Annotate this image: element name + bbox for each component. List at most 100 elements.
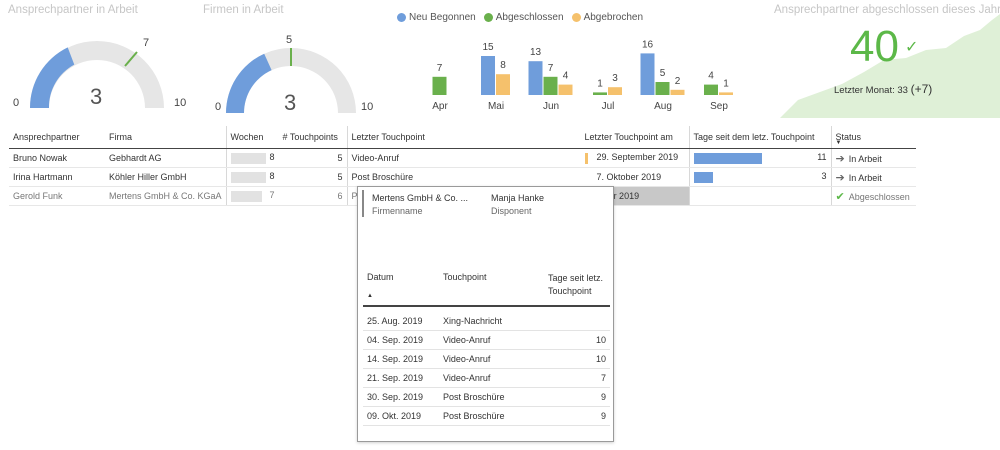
bar-data-label: 7 xyxy=(437,63,443,74)
x-tick-label: Apr xyxy=(432,101,448,112)
popup-cell-datum: 25. Aug. 2019 xyxy=(363,312,439,331)
gauge-min-label: 0 xyxy=(215,101,222,113)
col-header-ansprechpartner[interactable]: Ansprechpartner xyxy=(9,126,105,149)
popup-firma-value: Mertens GmbH & Co. ... xyxy=(372,193,469,203)
check-icon: ✓ xyxy=(905,39,919,56)
kpi-title-firmen: Firmen in Arbeit xyxy=(203,4,284,16)
popup-cell-touchpoint: Video-Anruf xyxy=(439,330,557,350)
x-tick-label: Jun xyxy=(543,101,559,112)
popup-cell-datum: 14. Sep. 2019 xyxy=(363,349,439,369)
touchpoint-detail-popup: Mertens GmbH & Co. ... Firmenname Manja … xyxy=(357,186,614,442)
bar-mai-series-0[interactable] xyxy=(481,56,495,95)
bar-jul-series-1[interactable] xyxy=(593,92,607,95)
col-header-tage-seit[interactable]: Tage seit dem letz. Touchpoint xyxy=(688,126,832,149)
popup-row[interactable]: 21. Sep. 2019 Video-Anruf 7 xyxy=(363,368,610,388)
popup-cell-touchpoint: Video-Anruf xyxy=(439,349,557,369)
x-tick-label: Jul xyxy=(602,101,615,112)
bar-data-label: 1 xyxy=(723,78,729,89)
bar-data-label: 2 xyxy=(675,76,681,87)
popup-cell-tage xyxy=(557,312,610,331)
popup-cell-datum: 30. Sep. 2019 xyxy=(363,387,439,407)
bar-data-label: 5 xyxy=(660,68,666,79)
last-month-delta: (+7) xyxy=(910,82,933,96)
tage-bar xyxy=(693,171,713,183)
gauge-fill xyxy=(29,47,75,108)
bar-data-label: 3 xyxy=(612,73,618,84)
bar-data-label: 4 xyxy=(563,71,569,82)
cell-touchpoints: 5 xyxy=(278,148,348,168)
popup-row[interactable]: 14. Sep. 2019 Video-Anruf 10 xyxy=(363,349,610,369)
bar-aug-series-2[interactable] xyxy=(670,89,685,95)
bar-aug-series-1[interactable] xyxy=(655,82,670,95)
x-tick-label: Sep xyxy=(710,101,728,112)
col-header-letzter-touchpoint[interactable]: Letzter Touchpoint xyxy=(346,126,581,149)
col-header-firma[interactable]: Firma xyxy=(105,126,227,149)
popup-row[interactable]: 30. Sep. 2019 Post Broschüre 9 xyxy=(363,387,610,407)
bar-jun-series-1[interactable] xyxy=(543,76,558,95)
wochen-bar xyxy=(230,190,262,202)
bar-data-label: 1 xyxy=(597,78,603,89)
gauge-target-marker xyxy=(124,51,138,67)
popup-header-rule xyxy=(363,305,610,307)
col-header-touchpoints[interactable]: # Touchpoints xyxy=(278,126,348,149)
popup-row[interactable]: 04. Sep. 2019 Video-Anruf 10 xyxy=(363,330,610,350)
sort-desc-icon: ▼ xyxy=(835,140,842,146)
cell-firma: Köhler Hiller GmbH xyxy=(105,167,227,187)
cell-touchpoints: 6 xyxy=(278,186,348,206)
legend-item-neu[interactable]: Neu Begonnen xyxy=(397,12,476,23)
popup-cell-datum: 04. Sep. 2019 xyxy=(363,330,439,350)
popup-col-header-touchpoint[interactable]: Touchpoint xyxy=(443,272,487,282)
table-row[interactable]: Bruno Nowak Gebhardt AG 8 5 Video-Anruf 29. S… xyxy=(9,148,916,168)
bar-data-label: 15 xyxy=(482,42,494,53)
cell-touchpoints: 5 xyxy=(278,167,348,187)
popup-cell-touchpoint: Post Broschüre xyxy=(439,406,557,426)
popup-cell-datum: 09. Okt. 2019 xyxy=(363,406,439,426)
popup-row[interactable]: 09. Okt. 2019 Post Broschüre 9 xyxy=(363,406,610,426)
popup-cell-tage: 9 xyxy=(557,387,610,407)
cell-letzter-touchpoint: Video-Anruf xyxy=(346,148,581,168)
cell-tage-seit: 11 xyxy=(688,148,832,168)
gauge-target-label: 7 xyxy=(143,37,150,49)
gauge-ansprechpartner[interactable] xyxy=(0,0,200,120)
cell-wochen: 8 xyxy=(225,148,279,168)
cell-status: ➔ In Arbeit xyxy=(830,148,916,168)
wochen-bar xyxy=(230,152,266,164)
popup-person-label: Disponent xyxy=(491,206,532,216)
bar-aug-series-0[interactable] xyxy=(640,53,655,95)
legend-dot-icon xyxy=(397,12,406,22)
legend-item-abgebrochen[interactable]: Abgebrochen xyxy=(571,12,644,23)
popup-cell-touchpoint: Video-Anruf xyxy=(439,368,557,388)
col-header-wochen[interactable]: Wochen xyxy=(225,126,279,149)
tage-bar xyxy=(693,152,762,164)
kpi-title-abgeschlossen: Ansprechpartner abgeschlossen dieses Jah… xyxy=(774,4,1000,16)
bar-jun-series-2[interactable] xyxy=(558,84,573,95)
x-tick-label: Aug xyxy=(654,101,672,112)
popup-cell-tage: 9 xyxy=(557,406,610,426)
col-header-letzter-touchpoint-am[interactable]: Letzter Touchpoint am xyxy=(580,126,690,149)
cell-firma: Gebhardt AG xyxy=(105,148,227,168)
bar-sep-series-1[interactable] xyxy=(704,84,718,95)
gauge-min-label: 0 xyxy=(13,97,20,109)
bar-mai-series-2[interactable] xyxy=(496,74,510,95)
bar-apr-series-1[interactable] xyxy=(432,76,447,95)
legend-item-abgeschlossen[interactable]: Abgeschlossen xyxy=(483,12,564,23)
cell-letzter-am: 29. September 2019 xyxy=(580,148,690,168)
kpi-title-ansprechpartner: Ansprechpartner in Arbeit xyxy=(8,4,138,16)
bar-jun-series-0[interactable] xyxy=(528,61,543,95)
popup-cell-touchpoint: Post Broschüre xyxy=(439,387,557,407)
gauge-firmen[interactable] xyxy=(200,0,400,120)
popup-col-header-tage[interactable]: Tage seit letz. Touchpoint xyxy=(548,273,604,296)
bar-jul-series-2[interactable] xyxy=(608,87,622,95)
popup-col-header-datum[interactable]: Datum xyxy=(367,272,394,282)
legend-dot-icon xyxy=(483,12,493,22)
bar-sep-series-2[interactable] xyxy=(719,92,733,95)
col-header-status[interactable]: Status ▼ xyxy=(830,126,916,149)
legend-label: Abgebrochen xyxy=(583,12,644,23)
cell-ansprechpartner: Gerold Funk xyxy=(9,186,105,206)
table-row[interactable]: Irina Hartmann Köhler Hiller GmbH 8 5 Post B… xyxy=(9,167,916,187)
bar-data-label: 16 xyxy=(642,39,654,50)
bar-data-label: 4 xyxy=(708,71,714,82)
popup-table: 25. Aug. 2019 Xing-Nachricht 04. Sep. 2019… xyxy=(363,312,610,426)
popup-row[interactable]: 25. Aug. 2019 Xing-Nachricht xyxy=(363,312,610,331)
